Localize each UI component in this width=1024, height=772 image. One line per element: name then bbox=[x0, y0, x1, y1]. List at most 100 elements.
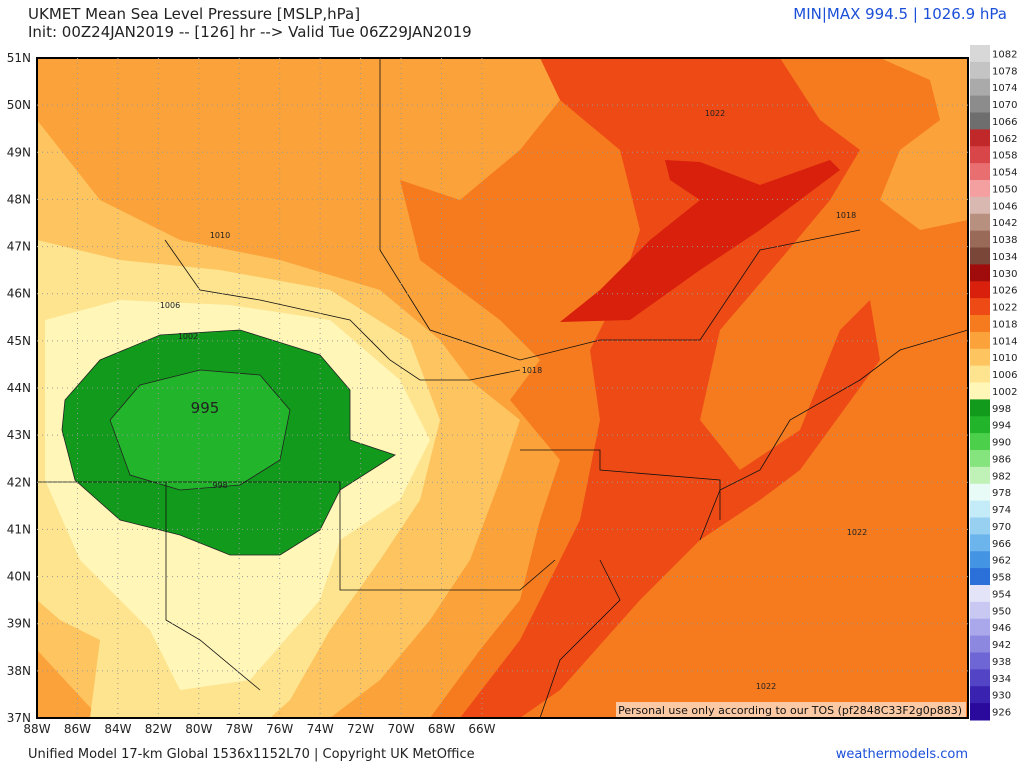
lat-label: 42N bbox=[7, 475, 31, 489]
colorbar-cell bbox=[970, 331, 990, 350]
colorbar-label: 934 bbox=[992, 674, 1011, 685]
lat-label: 38N bbox=[7, 664, 31, 678]
colorbar-cell bbox=[970, 365, 990, 383]
lon-label: 68W bbox=[428, 722, 455, 736]
colorbar-cell bbox=[970, 635, 990, 653]
colorbar-label: 1014 bbox=[992, 336, 1017, 347]
lat-label: 51N bbox=[7, 51, 31, 65]
colorbar-label: 1062 bbox=[992, 134, 1017, 145]
colorbar-cell bbox=[970, 669, 990, 687]
lon-label: 88W bbox=[23, 722, 50, 736]
lat-label: 43N bbox=[7, 428, 31, 442]
lon-label: 84W bbox=[104, 722, 131, 736]
colorbar-cell bbox=[970, 466, 990, 485]
lon-label: 66W bbox=[468, 722, 495, 736]
colorbar-label: 990 bbox=[992, 438, 1011, 449]
colorbar-label: 1066 bbox=[992, 117, 1017, 128]
colorbar-label: 1034 bbox=[992, 252, 1017, 263]
colorbar-cell bbox=[970, 703, 990, 721]
colorbar-label: 1078 bbox=[992, 66, 1017, 77]
lat-label: 45N bbox=[7, 334, 31, 348]
colorbar-label: 1022 bbox=[992, 303, 1017, 314]
colorbar-cell bbox=[970, 247, 990, 265]
lon-label: 80W bbox=[185, 722, 212, 736]
colorbar-label: 994 bbox=[992, 421, 1011, 432]
colorbar-cell bbox=[970, 163, 990, 181]
lon-label: 86W bbox=[64, 722, 91, 736]
colorbar-label: 1002 bbox=[992, 387, 1017, 398]
colorbar-label: 942 bbox=[992, 640, 1011, 651]
field-1022 bbox=[460, 58, 880, 718]
title: UKMET Mean Sea Level Pressure [MSLP,hPa] bbox=[28, 5, 360, 23]
colorbar-cell bbox=[970, 180, 990, 198]
colorbar: 1082 1078 1074 1070 1066 1062 1058 1054 1050 1046… bbox=[970, 45, 1017, 721]
colorbar-cell bbox=[970, 146, 990, 164]
colorbar-label: 962 bbox=[992, 556, 1011, 567]
colorbar-cell bbox=[970, 399, 990, 417]
colorbar-label: 1074 bbox=[992, 83, 1017, 94]
lon-label: 82W bbox=[145, 722, 172, 736]
colorbar-cell bbox=[970, 264, 990, 282]
colorbar-cell bbox=[970, 213, 990, 232]
labels: 51N 50N 49N 48N 47N 46N 45N 44N 43N 42N 41N 40N 39N 3… bbox=[7, 51, 867, 736]
lon-label: 72W bbox=[347, 722, 374, 736]
colorbar-cell bbox=[970, 348, 990, 367]
footer-right: weathermodels.com bbox=[836, 747, 968, 762]
colorbar-cell bbox=[970, 652, 990, 670]
contour-label: 1002 bbox=[178, 332, 198, 341]
lat-label: 37N bbox=[7, 711, 31, 725]
colorbar-label: 1058 bbox=[992, 151, 1017, 162]
notice: Personal use only according to our TOS (… bbox=[618, 704, 962, 717]
colorbar-cell bbox=[970, 298, 990, 316]
lon-label: 78W bbox=[226, 722, 253, 736]
field-994 bbox=[109, 369, 291, 491]
lat-label: 47N bbox=[7, 240, 31, 254]
colorbar-cell bbox=[970, 230, 990, 248]
colorbar-cell bbox=[970, 95, 990, 113]
lat-label: 46N bbox=[7, 287, 31, 301]
footer-left: Unified Model 17-km Global 1536x1152L70 … bbox=[28, 747, 475, 762]
colorbar-cell bbox=[970, 601, 990, 620]
colorbar-label: 1018 bbox=[992, 319, 1017, 330]
contour-label: 1010 bbox=[210, 231, 230, 240]
colorbar-cell bbox=[970, 585, 990, 603]
colorbar-cell bbox=[970, 112, 990, 130]
notice-bg bbox=[616, 702, 966, 717]
colorbar-label: 946 bbox=[992, 623, 1011, 634]
lat-label: 49N bbox=[7, 145, 31, 159]
colorbar-label: 982 bbox=[992, 471, 1011, 482]
colorbar-label: 1006 bbox=[992, 370, 1017, 381]
colorbar-label: 1050 bbox=[992, 184, 1017, 195]
colorbar-label: 1010 bbox=[992, 353, 1017, 364]
subtitle: Init: 00Z24JAN2019 -- [126] hr --> Valid… bbox=[28, 23, 472, 41]
contour-label: 1006 bbox=[160, 301, 180, 310]
lon-label: 74W bbox=[307, 722, 334, 736]
colorbar-cell bbox=[970, 534, 990, 552]
colorbar-label: 1070 bbox=[992, 100, 1017, 111]
colorbar-cell bbox=[970, 315, 990, 333]
colorbar-cell bbox=[970, 78, 990, 97]
contour-label: 1022 bbox=[705, 109, 725, 118]
colorbar-cell bbox=[970, 196, 990, 215]
colorbar-cell bbox=[970, 551, 990, 569]
colorbar-cell bbox=[970, 483, 990, 502]
contour-label: 998 bbox=[212, 481, 227, 490]
borders bbox=[37, 58, 968, 718]
colorbar-cell bbox=[970, 281, 990, 299]
lat-label: 39N bbox=[7, 617, 31, 631]
colorbar-label: 998 bbox=[992, 404, 1011, 415]
colorbar-label: 1030 bbox=[992, 269, 1017, 280]
colorbar-cell bbox=[970, 686, 990, 704]
colorbar-label: 970 bbox=[992, 522, 1011, 533]
min-max: MIN|MAX 994.5 | 1026.9 hPa bbox=[793, 5, 1007, 23]
colorbar-cell bbox=[970, 45, 990, 63]
lon-label: 76W bbox=[266, 722, 293, 736]
colorbar-cell bbox=[970, 382, 990, 400]
colorbar-label: 1054 bbox=[992, 168, 1017, 179]
graticule bbox=[37, 58, 968, 718]
colorbar-cell bbox=[970, 61, 990, 80]
colorbar-label: 926 bbox=[992, 708, 1011, 719]
colorbar-cell bbox=[970, 500, 990, 518]
colorbar-label: 954 bbox=[992, 589, 1011, 600]
